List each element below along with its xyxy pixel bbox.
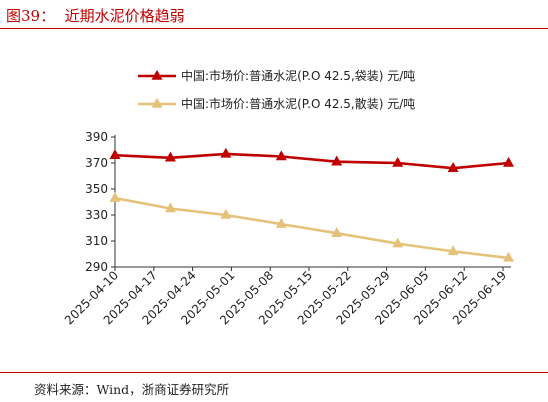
series-2-point bbox=[109, 191, 121, 202]
series-1-point bbox=[447, 162, 459, 172]
legend-entry-label: 中国:市场价:普通水泥(P.O 42.5,散装) 元/吨 bbox=[181, 96, 415, 111]
series-2-point bbox=[220, 208, 232, 219]
series-1-point bbox=[331, 155, 343, 166]
series-2-point bbox=[164, 202, 176, 213]
legend-entry-label: 中国:市场价:普通水泥(P.O 42.5,袋装) 元/吨 bbox=[181, 68, 415, 83]
series-1-point bbox=[275, 150, 287, 161]
legend-swatch-marker bbox=[151, 69, 163, 80]
series-2-point bbox=[331, 227, 343, 237]
series-2-point bbox=[275, 217, 287, 228]
line-chart: 中国:市场价:普通水泥(P.O 42.5,袋装) 元/吨中国:市场价:普通水泥(… bbox=[62, 68, 515, 327]
series-1-point bbox=[220, 147, 232, 158]
y-tick-label: 310 bbox=[85, 234, 108, 248]
source-divider bbox=[0, 372, 548, 373]
series-2-point bbox=[503, 251, 515, 262]
series-layer bbox=[109, 147, 515, 262]
title-divider bbox=[0, 28, 548, 29]
series-1-line bbox=[114, 152, 509, 170]
series-1-point bbox=[503, 156, 515, 167]
x-axis: 2025-04-102025-04-172025-04-242025-05-01… bbox=[62, 266, 511, 327]
series-2-point bbox=[447, 245, 459, 256]
y-tick-label: 330 bbox=[85, 208, 108, 222]
series-1 bbox=[109, 147, 515, 172]
legend-swatch-marker bbox=[151, 97, 163, 108]
series-1-point bbox=[109, 149, 121, 159]
figure-title: 图39： 近期水泥价格趋弱 bbox=[6, 7, 185, 25]
y-tick-label: 350 bbox=[85, 182, 108, 196]
figure-title-bar: 图39： 近期水泥价格趋弱 bbox=[0, 0, 548, 32]
y-tick-label: 290 bbox=[85, 260, 108, 274]
source-note: 资料来源：Wind，浙商证券研究所 bbox=[34, 382, 230, 397]
series-2-line bbox=[114, 196, 509, 260]
series-1-point bbox=[392, 156, 404, 167]
chart-legend: 中国:市场价:普通水泥(P.O 42.5,袋装) 元/吨中国:市场价:普通水泥(… bbox=[138, 68, 415, 111]
series-2 bbox=[109, 191, 515, 262]
series-1-point bbox=[164, 151, 176, 162]
series-2-point bbox=[392, 237, 404, 248]
y-axis: 290 310 330 350 370 390 bbox=[85, 130, 116, 274]
y-tick-label: 370 bbox=[85, 156, 108, 170]
y-tick-label: 390 bbox=[85, 130, 108, 144]
